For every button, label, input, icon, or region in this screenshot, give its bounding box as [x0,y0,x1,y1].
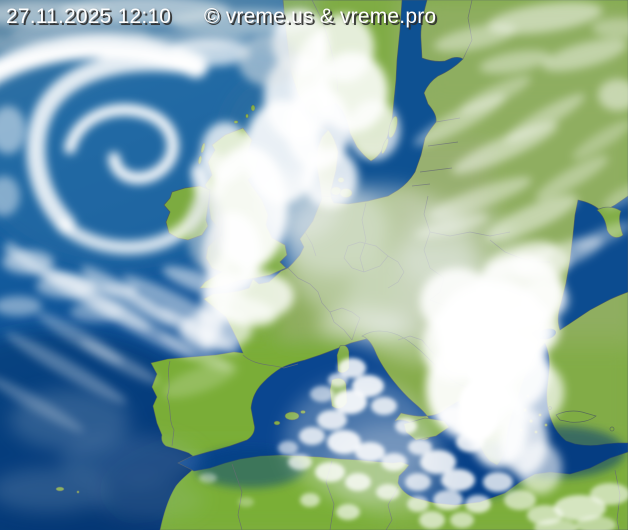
cloud-med-convection [199,358,628,530]
cloud-uk-front [180,10,400,350]
cloud-balkans-core [458,310,522,440]
cloud-finland-wisps [433,1,628,111]
cloud-atlantic-faint [0,390,205,520]
